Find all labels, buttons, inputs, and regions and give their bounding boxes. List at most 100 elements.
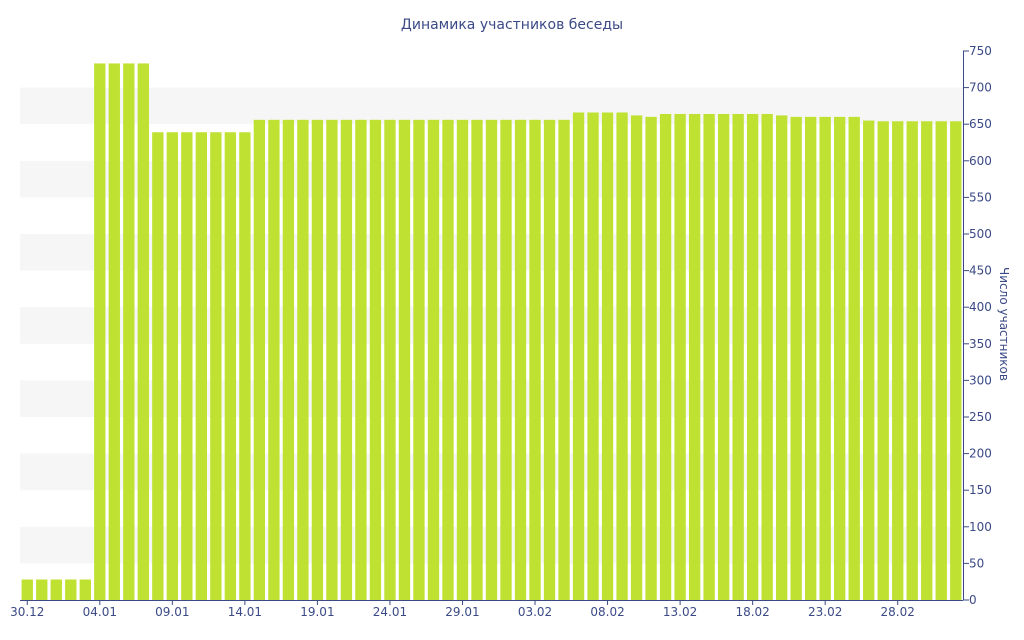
bar [776, 115, 788, 601]
bar [36, 579, 48, 600]
bar [282, 119, 295, 600]
bar [94, 63, 106, 600]
bar [340, 119, 353, 600]
x-tick-label: 18.02 [735, 605, 769, 619]
x-tick-label: 09.01 [155, 605, 189, 619]
bar [906, 121, 918, 601]
bar [674, 113, 686, 600]
y-tick-label: 550 [969, 190, 992, 204]
bar [239, 132, 251, 600]
y-tick-label: 450 [969, 264, 992, 278]
x-axis: 30.12 04.01 09.01 14.01 19.01 24.01 29.01 03.02… [10, 600, 963, 619]
bar [935, 121, 947, 601]
bar [543, 119, 556, 600]
bar [166, 132, 178, 600]
bar [761, 113, 773, 600]
x-tick-label: 28.02 [881, 605, 915, 619]
bar [369, 119, 382, 600]
bar [616, 112, 628, 601]
bar [834, 116, 846, 600]
bar [529, 119, 541, 600]
bar [65, 579, 77, 600]
bar [630, 115, 643, 601]
bar [921, 121, 933, 601]
y-tick-label: 200 [969, 447, 992, 461]
x-tick-label: 23.02 [808, 605, 842, 619]
bar [50, 579, 62, 600]
bar [805, 116, 817, 600]
bar [181, 132, 193, 600]
bar [485, 119, 498, 600]
x-tick-label: 03.02 [518, 605, 552, 619]
bar [471, 119, 483, 600]
x-tick-label: 04.01 [83, 605, 117, 619]
bar [790, 116, 802, 600]
bar [558, 119, 570, 600]
bar [79, 579, 91, 600]
x-tick-label: 08.02 [590, 605, 624, 619]
x-tick-label: 30.12 [10, 605, 44, 619]
bar [355, 119, 367, 600]
bar [892, 121, 904, 601]
y-tick-label: 700 [969, 81, 992, 95]
bar [688, 113, 701, 600]
bar [514, 119, 527, 600]
y-tick-label: 500 [969, 227, 992, 241]
y-tick-label: 50 [969, 556, 984, 570]
y-tick-label: 600 [969, 154, 992, 168]
bar [442, 119, 454, 600]
bar [195, 132, 208, 600]
bar [587, 112, 599, 601]
y-tick-label: 300 [969, 373, 992, 387]
bar [877, 121, 889, 601]
y-tick-label: 650 [969, 117, 992, 131]
chart-title: Динамика участников беседы [401, 17, 623, 33]
y-tick-label: 400 [969, 300, 992, 314]
y-axis-label: Число участников [997, 267, 1011, 381]
x-tick-label: 24.01 [373, 605, 407, 619]
bar [819, 116, 831, 600]
bar [210, 132, 222, 600]
bar [326, 119, 338, 600]
bar [297, 119, 309, 600]
bar [21, 579, 33, 600]
bar [732, 113, 744, 600]
y-tick-label: 100 [969, 520, 992, 534]
bar [456, 119, 469, 600]
bar [384, 119, 396, 600]
x-tick-label: 14.01 [228, 605, 262, 619]
bar [268, 119, 280, 600]
y-tick-label: 150 [969, 483, 992, 497]
y-axis: 0 50 100 150 200 250 300 350 400 450 500 550 600 650 7… [963, 44, 992, 607]
bar [500, 119, 512, 600]
bar [311, 119, 324, 600]
bars [21, 63, 962, 601]
x-tick-label: 19.01 [300, 605, 334, 619]
bar [746, 113, 759, 600]
y-tick-label: 0 [969, 593, 977, 607]
bar [398, 119, 411, 600]
x-tick-label: 13.02 [663, 605, 697, 619]
bar [413, 119, 425, 600]
bar [224, 132, 237, 600]
bar [253, 119, 266, 600]
bar [703, 113, 715, 600]
bar [137, 63, 149, 600]
bar [645, 116, 657, 600]
bar [601, 112, 614, 601]
bar [427, 119, 440, 600]
bar [659, 113, 672, 600]
bar [863, 120, 875, 600]
bar [848, 116, 860, 600]
bar [123, 63, 135, 600]
bar [717, 113, 730, 600]
bar [152, 132, 164, 600]
x-tick-label: 29.01 [445, 605, 479, 619]
y-tick-label: 750 [969, 44, 992, 58]
bar [572, 112, 585, 601]
y-tick-label: 350 [969, 337, 992, 351]
y-tick-label: 250 [969, 410, 992, 424]
bar [108, 63, 120, 600]
